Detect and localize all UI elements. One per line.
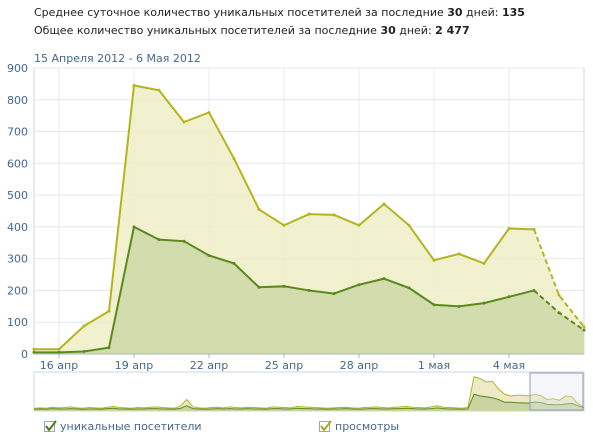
unique-data-point[interactable] [132,225,136,229]
unique-data-point[interactable] [57,350,61,354]
y-tick-label: 500 [7,189,28,202]
total-stat-prefix: Общее количество уникальных посетителей … [34,24,381,37]
y-tick-label: 600 [7,157,28,170]
total-stat-mid: дней: [395,24,436,37]
views-data-point[interactable] [232,157,236,161]
overview-selection-window[interactable] [529,372,584,411]
unique-data-point[interactable] [357,283,361,287]
views-checkbox[interactable] [319,420,332,432]
y-tick-label: 200 [7,284,28,297]
views-data-point[interactable] [482,261,486,265]
x-tick-label: 4 мая [493,359,525,372]
views-data-point[interactable] [157,88,161,92]
y-tick-label: 300 [7,253,28,266]
unique-data-point[interactable] [107,346,111,350]
views-data-point[interactable] [57,347,61,351]
x-tick-label: 25 апр [265,359,303,372]
unique-data-point[interactable] [532,288,536,292]
x-tick-label: 1 мая [418,359,450,372]
unique-data-point[interactable] [307,288,311,292]
x-tick-label: 16 апр [40,359,78,372]
avg-stat-days: 30 [447,6,463,19]
avg-daily-visitors-stat: Среднее суточное количество уникальных п… [34,6,525,19]
views-data-point[interactable] [32,347,36,351]
unique-data-point[interactable] [157,238,161,242]
views-data-point[interactable] [107,309,111,313]
y-tick-label: 400 [7,221,28,234]
views-data-point[interactable] [282,223,286,227]
unique-data-point[interactable] [282,284,286,288]
unique-data-point[interactable] [507,295,511,299]
unique-data-point[interactable] [557,311,561,315]
y-tick-label: 100 [7,316,28,329]
overview-views-line [33,376,585,409]
views-data-point[interactable] [257,207,261,211]
views-data-point[interactable] [532,227,536,231]
y-tick-label: 0 [21,348,28,361]
unique-data-point[interactable] [182,239,186,243]
unique-data-point[interactable] [457,304,461,308]
views-data-point[interactable] [357,223,361,227]
y-tick-label: 700 [7,126,28,139]
total-visitors-stat: Общее количество уникальных посетителей … [34,24,470,37]
avg-stat-mid: дней: [462,6,502,19]
views-data-point[interactable] [82,324,86,328]
unique-data-point[interactable] [407,286,411,290]
legend-unique-label: уникальные посетители [60,420,202,433]
avg-stat-value: 135 [501,6,525,19]
views-data-point[interactable] [407,223,411,227]
unique-data-point[interactable] [82,349,86,353]
unique-checkbox[interactable] [44,420,57,432]
y-tick-label: 900 [7,62,28,75]
views-data-point[interactable] [182,120,186,124]
x-tick-label: 22 апр [190,359,228,372]
total-stat-value: 2 477 [435,24,470,37]
x-tick-label: 19 апр [115,359,153,372]
views-series-line-dashed [533,229,585,328]
views-data-point[interactable] [207,110,211,114]
unique-data-point[interactable] [32,350,36,354]
views-data-point[interactable] [507,226,511,230]
y-tick-label: 800 [7,94,28,107]
legend-toggle-views[interactable]: просмотры [319,420,399,433]
unique-data-point[interactable] [232,261,236,265]
check-icon [45,420,57,432]
legend-views-label: просмотры [335,420,400,433]
legend-toggle-unique[interactable]: уникальные посетители [44,420,202,433]
date-range-label: 15 Апреля 2012 - 6 Мая 2012 [34,52,201,65]
views-data-point[interactable] [582,325,586,329]
unique-data-point[interactable] [582,328,586,332]
total-stat-days: 30 [380,24,396,37]
views-data-point[interactable] [307,212,311,216]
chart-areas [32,83,586,354]
unique-data-point[interactable] [432,303,436,307]
check-icon [320,420,332,432]
x-tick-label: 28 апр [340,359,378,372]
unique-data-point[interactable] [332,292,336,296]
views-data-point[interactable] [132,83,136,87]
avg-stat-prefix: Среднее суточное количество уникальных п… [34,6,448,19]
unique-data-point[interactable] [382,277,386,281]
views-data-point[interactable] [332,213,336,217]
overview-unique-line [33,393,585,410]
unique-data-point[interactable] [257,285,261,289]
unique-data-point[interactable] [482,301,486,305]
views-data-point[interactable] [557,293,561,297]
views-data-point[interactable] [457,252,461,256]
overview-navigator[interactable] [33,371,585,412]
views-data-point[interactable] [382,202,386,206]
views-data-point[interactable] [432,258,436,262]
chart-axes: 0 100 200 300 400 500 600 700 800 900 16 апр 19 апр… [7,62,584,372]
unique-data-point[interactable] [207,253,211,257]
